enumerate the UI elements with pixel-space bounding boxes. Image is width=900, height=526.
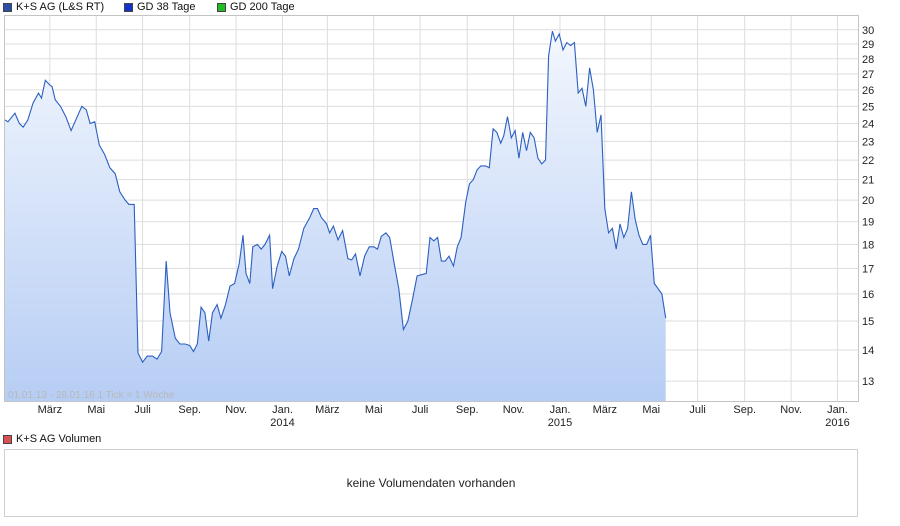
y-tick-label: 18 [862, 239, 874, 251]
x-tick-label: Sep. [178, 404, 201, 416]
x-tick-label: März [315, 404, 339, 416]
x-tick-label: Mai [642, 404, 660, 416]
x-tick-label: Nov. [780, 404, 802, 416]
x-tick-label: Juli [689, 404, 706, 416]
y-tick-label: 30 [862, 25, 874, 37]
y-tick-label: 29 [862, 39, 874, 51]
y-axis-ticks: 13 14 15 16 17 18 19 20 21 22 23 24 25 26 27 28 29 30 [862, 25, 874, 388]
legend-swatch-gd38 [124, 2, 133, 12]
y-tick-label: 24 [862, 119, 874, 131]
x-tick-label: Nov. [503, 404, 525, 416]
price-chart: 13 14 15 16 17 18 19 20 21 22 23 24 25 26 27 28 29 30 Mär… [4, 15, 874, 429]
x-tick-year: 2015 [548, 417, 572, 429]
legend-label-price: K+S AG (L&S RT) [16, 1, 105, 13]
y-tick-label: 17 [862, 263, 874, 275]
y-tick-label: 14 [862, 345, 874, 357]
y-tick-label: 23 [862, 136, 874, 148]
x-tick-label: Jan. [827, 404, 848, 416]
x-tick-label: März [593, 404, 617, 416]
y-tick-label: 20 [862, 195, 874, 207]
plot-frame [4, 15, 859, 402]
x-tick-label: Mai [87, 404, 105, 416]
date-range-label: 01.01.13 - 28.01.16 1 Tick = 1 Woche [8, 390, 175, 401]
x-tick-label: Jan. [272, 404, 293, 416]
legend-item-price: K+S AG (L&S RT) [3, 1, 104, 13]
x-tick-label: Sep. [456, 404, 479, 416]
x-tick-label: März [38, 404, 62, 416]
y-tick-label: 25 [862, 101, 874, 113]
volume-legend-label: K+S AG Volumen [16, 433, 102, 445]
y-tick-label: 21 [862, 175, 874, 187]
y-tick-label: 15 [862, 316, 874, 328]
x-tick-label: Sep. [733, 404, 756, 416]
x-tick-label: Juli [412, 404, 429, 416]
price-area-fill [5, 31, 666, 401]
volume-legend: K+S AG Volumen [0, 433, 101, 445]
y-tick-label: 22 [862, 155, 874, 167]
volume-legend-swatch [3, 434, 12, 444]
legend-swatch-price [3, 2, 12, 12]
y-tick-label: 19 [862, 217, 874, 229]
y-tick-label: 16 [862, 289, 874, 301]
y-tick-label: 27 [862, 69, 874, 81]
x-tick-label: Juli [134, 404, 151, 416]
legend-item-gd200: GD 200 Tage [217, 1, 295, 13]
x-tick-label: Nov. [225, 404, 247, 416]
y-tick-label: 26 [862, 85, 874, 97]
legend-label-gd200: GD 200 Tage [230, 1, 295, 13]
x-tick-label: Mai [365, 404, 383, 416]
legend-label-gd38: GD 38 Tage [137, 1, 196, 13]
legend-item-gd38: GD 38 Tage [124, 1, 196, 13]
y-tick-label: 28 [862, 54, 874, 66]
x-tick-year: 2014 [270, 417, 294, 429]
price-line [4, 31, 667, 364]
y-tick-label: 13 [862, 376, 874, 388]
volume-empty-message: keine Volumendaten vorhanden [346, 476, 516, 490]
x-tick-label: Jan. [550, 404, 571, 416]
volume-panel: keine Volumendaten vorhanden [4, 449, 858, 517]
legend-swatch-gd200 [217, 2, 226, 12]
x-tick-year: 2016 [825, 417, 849, 429]
